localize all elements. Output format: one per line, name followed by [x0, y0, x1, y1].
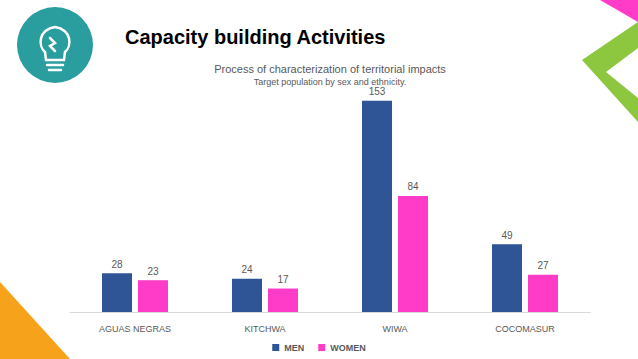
svg-text:17: 17 — [277, 274, 289, 285]
svg-text:WOMEN: WOMEN — [330, 343, 366, 353]
svg-text:28: 28 — [111, 259, 123, 270]
svg-text:Capacity building Activities: Capacity building Activities — [125, 26, 385, 48]
svg-text:WIWA: WIWA — [382, 324, 407, 334]
svg-text:23: 23 — [147, 266, 159, 277]
svg-text:KITCHWA: KITCHWA — [244, 324, 285, 334]
svg-text:27: 27 — [537, 260, 549, 271]
svg-text:24: 24 — [241, 264, 253, 275]
svg-text:COCOMASUR: COCOMASUR — [495, 324, 555, 334]
svg-text:Process of characterization of: Process of characterization of territori… — [214, 63, 446, 75]
svg-text:49: 49 — [501, 230, 513, 241]
svg-text:153: 153 — [369, 86, 386, 97]
svg-text:MEN: MEN — [284, 343, 304, 353]
svg-text:AGUAS NEGRAS: AGUAS NEGRAS — [99, 324, 171, 334]
svg-text:Target population by sex and e: Target population by sex and ethnicity. — [254, 77, 406, 87]
svg-text:84: 84 — [407, 181, 419, 192]
